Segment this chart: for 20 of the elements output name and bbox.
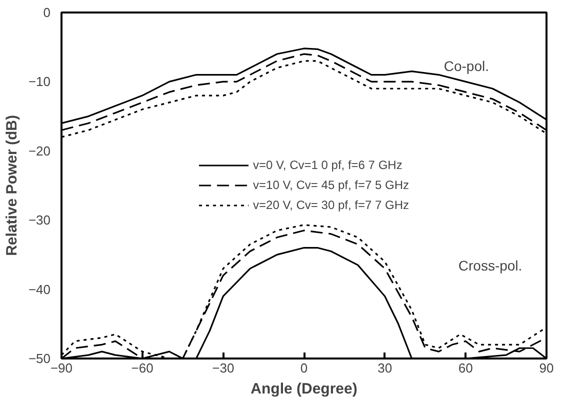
x-tick-label: −60 bbox=[131, 360, 154, 376]
x-tick-label: −90 bbox=[50, 360, 73, 376]
legend-label: v=20 V, Cv= 30 pf, f=7 7 GHz bbox=[253, 198, 409, 212]
y-tick-label: −50 bbox=[28, 351, 51, 366]
y-tick-label: −40 bbox=[28, 282, 51, 297]
legend-label: v=10 V, Cv= 45 pf, f=7 5 GHz bbox=[253, 178, 409, 192]
y-axis-title: Relative Power (dB) bbox=[3, 115, 20, 256]
x-axis-title: Angle (Degree) bbox=[250, 380, 358, 398]
annotation: Co-pol. bbox=[444, 58, 489, 74]
x-tick-label: −30 bbox=[212, 360, 234, 376]
x-tick-label: 90 bbox=[539, 360, 554, 376]
y-tick-label: −20 bbox=[28, 143, 51, 158]
x-tick-label: 0 bbox=[300, 360, 308, 376]
x-tick-label: 30 bbox=[378, 360, 392, 376]
y-tick-label: 0 bbox=[43, 5, 51, 20]
annotation: Cross-pol. bbox=[458, 257, 522, 274]
legend-label: v=0 V, Cv=1 0 pf, f=6 7 GHz bbox=[253, 158, 402, 172]
y-tick-label: −30 bbox=[28, 212, 51, 228]
x-tick-label: 60 bbox=[458, 360, 473, 376]
y-tick-label: −10 bbox=[28, 74, 51, 90]
